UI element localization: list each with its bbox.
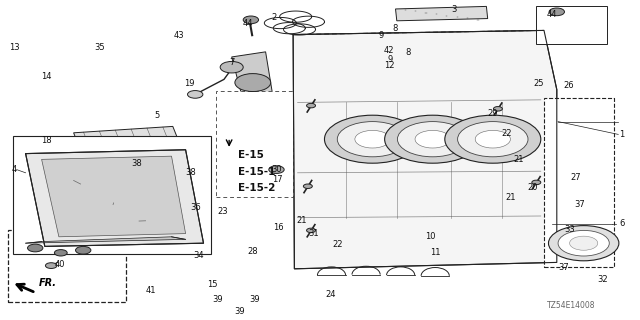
- Bar: [544, 98, 614, 267]
- Text: 30: 30: [271, 165, 282, 174]
- Circle shape: [188, 91, 203, 98]
- Text: 28: 28: [248, 247, 258, 256]
- Circle shape: [76, 246, 91, 254]
- Text: 22: 22: [502, 129, 512, 138]
- Polygon shape: [396, 6, 488, 21]
- Bar: [13, 136, 211, 254]
- Circle shape: [243, 16, 259, 24]
- Text: 24: 24: [325, 290, 335, 299]
- Text: 19: 19: [184, 79, 195, 88]
- Text: 26: 26: [563, 81, 573, 90]
- Text: 34: 34: [193, 252, 204, 260]
- Text: 10: 10: [425, 232, 435, 241]
- Text: 39: 39: [212, 295, 223, 304]
- Text: 21: 21: [513, 155, 524, 164]
- Text: 17: 17: [273, 175, 283, 184]
- Text: 33: 33: [564, 225, 575, 234]
- Text: 38: 38: [132, 159, 142, 168]
- Circle shape: [307, 228, 316, 233]
- Text: 14: 14: [41, 72, 51, 81]
- Text: 8: 8: [393, 24, 398, 33]
- Circle shape: [337, 122, 408, 157]
- Text: 35: 35: [94, 43, 104, 52]
- Text: 16: 16: [273, 223, 284, 232]
- Circle shape: [28, 244, 43, 252]
- Text: 3: 3: [452, 5, 457, 14]
- Text: 37: 37: [558, 263, 568, 272]
- Text: 20: 20: [527, 183, 538, 192]
- Text: 7: 7: [229, 58, 234, 67]
- Polygon shape: [232, 52, 274, 106]
- Circle shape: [54, 250, 67, 256]
- Circle shape: [415, 131, 451, 148]
- Text: 29: 29: [488, 109, 498, 118]
- Text: 36: 36: [191, 204, 201, 212]
- Text: 12: 12: [384, 61, 394, 70]
- Circle shape: [269, 166, 284, 173]
- Text: 25: 25: [534, 79, 544, 88]
- Polygon shape: [74, 126, 179, 149]
- Text: 13: 13: [9, 43, 19, 52]
- Circle shape: [303, 184, 312, 188]
- Text: 9: 9: [379, 31, 384, 40]
- Text: 37: 37: [574, 200, 584, 209]
- Circle shape: [549, 8, 564, 16]
- Circle shape: [445, 115, 541, 163]
- Bar: [536, 6, 607, 44]
- Text: 15: 15: [207, 280, 218, 289]
- Text: 8: 8: [406, 48, 411, 57]
- Text: E-15: E-15: [238, 150, 264, 160]
- Text: FR.: FR.: [38, 278, 56, 288]
- Text: 27: 27: [571, 173, 581, 182]
- Text: 38: 38: [186, 168, 196, 177]
- Text: 39: 39: [250, 295, 260, 304]
- Text: 44: 44: [547, 10, 557, 19]
- Text: 9: 9: [388, 55, 393, 64]
- Circle shape: [558, 230, 609, 256]
- Text: TZ54E14008: TZ54E14008: [547, 301, 595, 310]
- Bar: [216, 91, 293, 197]
- Circle shape: [324, 115, 420, 163]
- Polygon shape: [42, 156, 186, 237]
- Text: 31: 31: [308, 229, 319, 238]
- Text: E-15-2: E-15-2: [238, 183, 275, 194]
- Text: 22: 22: [333, 240, 343, 249]
- Text: 11: 11: [430, 248, 440, 257]
- Text: 1: 1: [620, 130, 625, 139]
- Text: 40: 40: [55, 260, 65, 269]
- Circle shape: [475, 131, 511, 148]
- Circle shape: [570, 236, 598, 250]
- Polygon shape: [26, 150, 204, 246]
- Circle shape: [385, 115, 481, 163]
- Text: 41: 41: [146, 286, 156, 295]
- Text: 39: 39: [234, 308, 244, 316]
- Circle shape: [532, 180, 541, 185]
- Text: 5: 5: [154, 111, 159, 120]
- Text: 4: 4: [12, 165, 17, 174]
- Circle shape: [493, 107, 502, 111]
- Text: 44: 44: [243, 19, 253, 28]
- Circle shape: [307, 103, 316, 108]
- Text: E-15-1: E-15-1: [238, 167, 275, 177]
- Polygon shape: [26, 237, 186, 243]
- Text: 43: 43: [174, 31, 184, 40]
- Circle shape: [548, 226, 619, 261]
- Text: 6: 6: [620, 220, 625, 228]
- Text: 32: 32: [598, 276, 608, 284]
- Polygon shape: [293, 30, 557, 269]
- Circle shape: [220, 61, 243, 73]
- Circle shape: [397, 122, 468, 157]
- Text: 21: 21: [297, 216, 307, 225]
- Circle shape: [45, 263, 57, 268]
- Text: 42: 42: [384, 46, 394, 55]
- Circle shape: [458, 122, 528, 157]
- Text: 21: 21: [506, 193, 516, 202]
- Text: 23: 23: [218, 207, 228, 216]
- Text: 2: 2: [271, 13, 276, 22]
- Circle shape: [355, 131, 390, 148]
- Circle shape: [235, 74, 271, 92]
- Bar: [8, 230, 126, 302]
- Text: 18: 18: [41, 136, 51, 145]
